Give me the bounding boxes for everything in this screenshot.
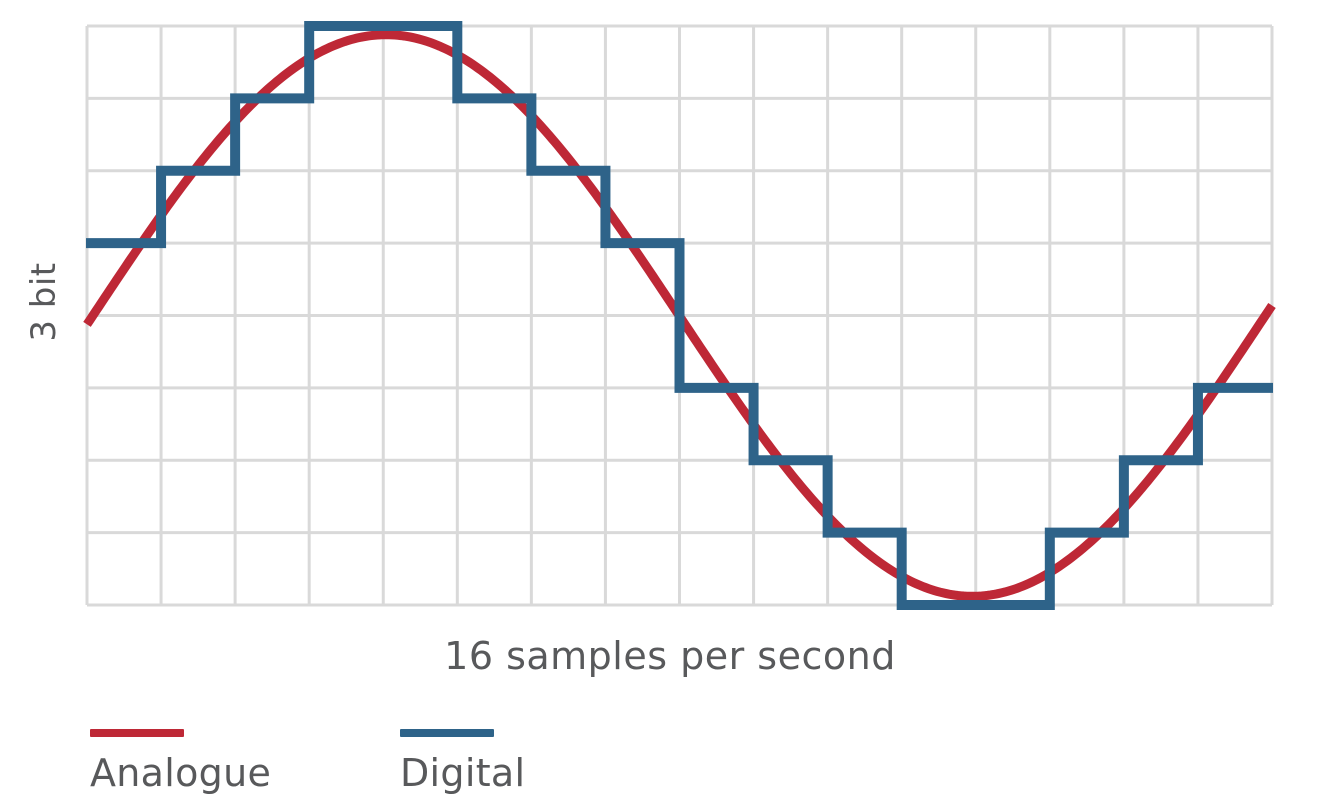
legend-item-digital: Digital (400, 729, 525, 795)
x-axis-label: 16 samples per second (0, 632, 1344, 680)
digital-step-line (86, 21, 1273, 610)
legend-label-digital: Digital (400, 751, 526, 795)
legend-item-analogue: Analogue (90, 729, 271, 795)
legend-label-analogue: Analogue (90, 751, 272, 795)
y-axis-label: 3 bit (24, 262, 64, 342)
x-axis-label-text: 16 samples per second (444, 634, 896, 678)
grid-lines (85, 24, 1274, 607)
legend-swatch-digital (400, 729, 494, 737)
legend-swatch-analogue (90, 729, 184, 737)
